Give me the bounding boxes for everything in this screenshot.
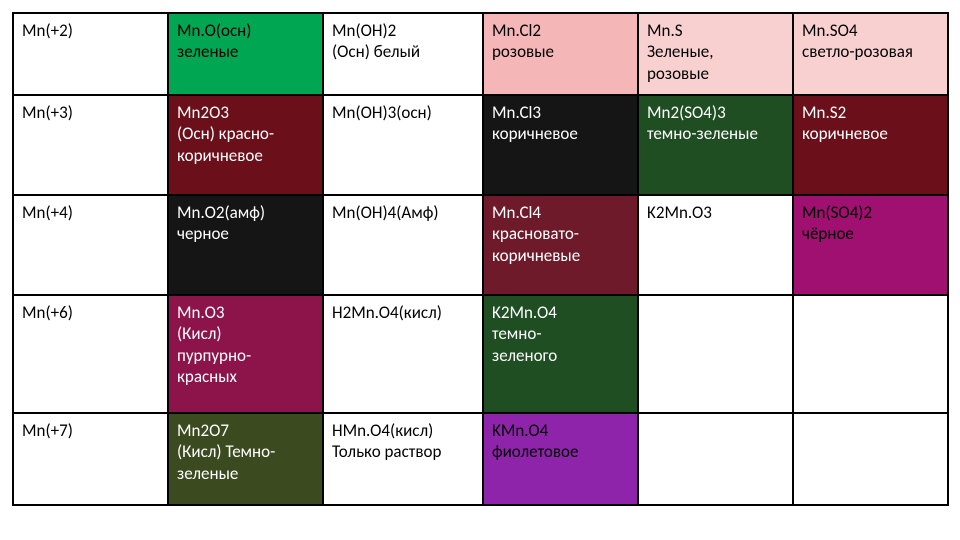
table-cell: Mn.S Зеленые, розовые: [638, 13, 793, 95]
table-cell: Mn.Cl2 розовые: [483, 13, 638, 95]
table-cell: Mn(OH)4(Амф): [323, 195, 483, 295]
table-cell: [638, 413, 793, 505]
table-cell: [793, 413, 948, 505]
table-cell: Mn(SO4)2 чёрное: [793, 195, 948, 295]
table-cell: Mn(+6): [13, 295, 168, 413]
table-row: Mn(+6)Mn.O3 (Кисл) пурпурно- красныхH2Mn…: [13, 295, 948, 413]
table-cell: Mn(+2): [13, 13, 168, 95]
table-cell: K2Mn.O3: [638, 195, 793, 295]
table-cell: Mn.Cl4 красновато- коричневые: [483, 195, 638, 295]
table-cell: Mn2O3 (Осн) красно- коричневое: [168, 95, 323, 195]
table-body: Mn(+2)Mn.O(осн) зеленыеMn(OH)2 (Осн) бел…: [13, 13, 948, 505]
table-row: Mn(+2)Mn.O(осн) зеленыеMn(OH)2 (Осн) бел…: [13, 13, 948, 95]
table-cell: Mn.O3 (Кисл) пурпурно- красных: [168, 295, 323, 413]
table-cell: Mn.SO4 светло-розовая: [793, 13, 948, 95]
table-cell: Mn(+7): [13, 413, 168, 505]
table-cell: Mn(+4): [13, 195, 168, 295]
table-cell: Mn(+3): [13, 95, 168, 195]
table-row: Mn(+3)Mn2O3 (Осн) красно- коричневоеMn(O…: [13, 95, 948, 195]
table-cell: H2Mn.O4(кисл): [323, 295, 483, 413]
table-cell: [638, 295, 793, 413]
table-cell: Mn.S2 коричневое: [793, 95, 948, 195]
table-cell: Mn.O(осн) зеленые: [168, 13, 323, 95]
table-cell: Mn2(SO4)3 темно-зеленые: [638, 95, 793, 195]
table-cell: HMn.O4(кисл) Только раствор: [323, 413, 483, 505]
table-row: Mn(+4)Mn.O2(амф) черноеMn(OH)4(Амф)Mn.Cl…: [13, 195, 948, 295]
table-cell: Mn.Cl3 коричневое: [483, 95, 638, 195]
table-cell: KMn.O4 фиолетовое: [483, 413, 638, 505]
table-row: Mn(+7)Mn2O7 (Кисл) Темно- зеленыеHMn.O4(…: [13, 413, 948, 505]
table-cell: Mn.O2(амф) черное: [168, 195, 323, 295]
table-cell: Mn(OH)2 (Осн) белый: [323, 13, 483, 95]
manganese-compounds-table: Mn(+2)Mn.O(осн) зеленыеMn(OH)2 (Осн) бел…: [12, 12, 949, 506]
table-cell: K2Mn.O4 темно- зеленого: [483, 295, 638, 413]
table-cell: Mn(OH)3(осн): [323, 95, 483, 195]
table-cell: Mn2O7 (Кисл) Темно- зеленые: [168, 413, 323, 505]
table-cell: [793, 295, 948, 413]
